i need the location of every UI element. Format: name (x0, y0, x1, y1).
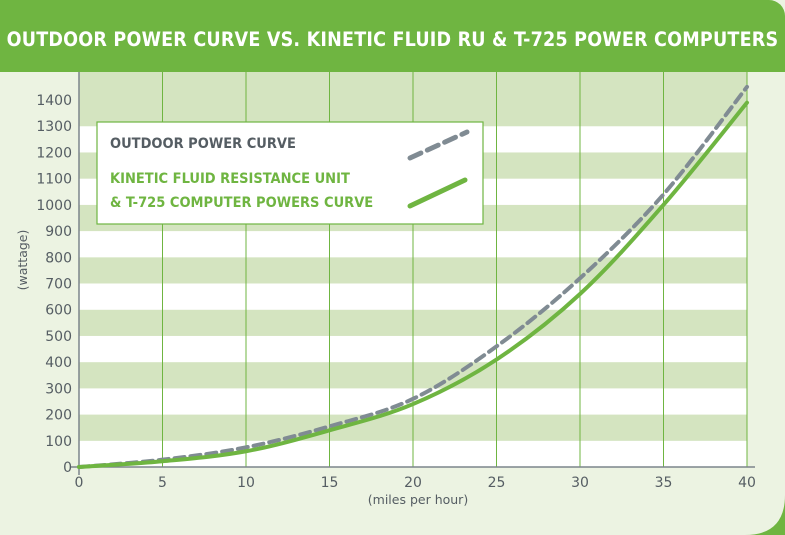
corner-accent (745, 495, 785, 535)
y-tick-label: 700 (45, 277, 72, 293)
x-tick-label: 25 (488, 475, 506, 491)
legend-label-kinetic: KINETIC FLUID RESISTANCE UNIT (110, 171, 350, 187)
x-tick-label: 20 (404, 475, 422, 491)
x-tick-label: 0 (75, 475, 84, 491)
chart-title: OUTDOOR POWER CURVE VS. KINETIC FLUID RU… (6, 28, 779, 51)
y-tick-label: 900 (45, 224, 72, 240)
y-tick-label: 300 (45, 381, 72, 397)
legend-swatch-solid (407, 177, 468, 209)
legend-box (96, 121, 484, 225)
y-tick-label: 800 (45, 250, 72, 266)
y-axis-label: (wattage) (15, 230, 30, 291)
x-tick-label: 35 (655, 475, 673, 491)
legend-swatch-dashed (407, 129, 470, 161)
kinetic-fluid-curve-line (77, 100, 749, 469)
x-tick-label: 15 (321, 475, 339, 491)
y-tick-label: 1100 (36, 172, 72, 188)
y-tick-label: 500 (45, 329, 72, 345)
legend-label-kinetic: & T-725 COMPUTER POWERS CURVE (110, 195, 373, 211)
x-tick-label: 30 (571, 475, 589, 491)
x-axis-label: (miles per hour) (368, 492, 468, 507)
x-tick-label: 10 (237, 475, 255, 491)
x-tick-label: 40 (738, 475, 756, 491)
y-tick-label: 600 (45, 303, 72, 319)
y-tick-label: 0 (63, 460, 72, 476)
title-banner: OUTDOOR POWER CURVE VS. KINETIC FLUID RU… (0, 0, 785, 72)
legend: OUTDOOR POWER CURVE KINETIC FLUID RESISTA… (96, 121, 484, 225)
y-tick-label: 400 (45, 355, 72, 371)
y-tick-label: 1400 (36, 93, 72, 109)
y-tick-label: 1000 (36, 198, 72, 214)
y-tick-label: 1300 (36, 119, 72, 135)
outdoor-power-curve-line (77, 84, 749, 469)
legend-label-outdoor: OUTDOOR POWER CURVE (110, 136, 296, 152)
x-tick-label: 5 (158, 475, 167, 491)
y-tick-label: 100 (45, 434, 72, 450)
y-tick-label: 200 (45, 408, 72, 424)
y-tick-label: 1200 (36, 145, 72, 161)
series-kinetic-fluid-curve (77, 100, 749, 469)
